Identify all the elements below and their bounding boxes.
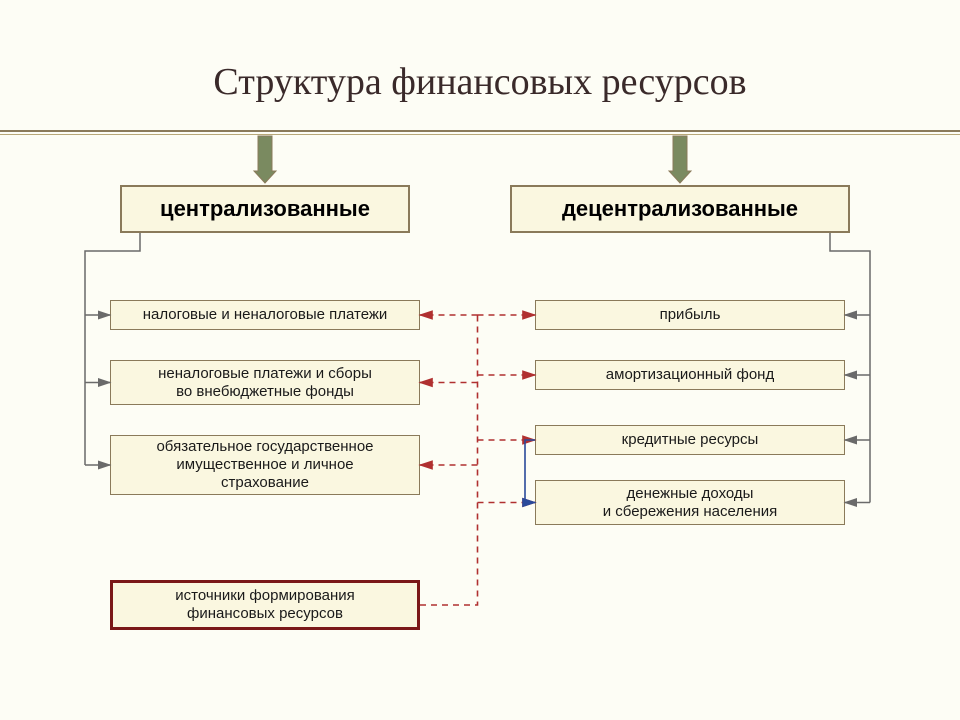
right-item-2: кредитные ресурсы [535,425,845,455]
left-item-0: налоговые и неналоговые платежи [110,300,420,330]
left-item-1: неналоговые платежи и сборыво внебюджетн… [110,360,420,405]
header-decentralized: децентрализованные [510,185,850,233]
horizontal-rule [0,130,960,132]
right-item-3: денежные доходыи сбережения населения [535,480,845,525]
source-box: источники формированияфинансовых ресурсо… [110,580,420,630]
left-item-2: обязательное государственноеимущественно… [110,435,420,495]
right-item-0: прибыль [535,300,845,330]
page-title: Структура финансовых ресурсов [0,60,960,104]
horizontal-rule-thin [0,134,960,135]
header-centralized: централизованные [120,185,410,233]
right-item-1: амортизационный фонд [535,360,845,390]
